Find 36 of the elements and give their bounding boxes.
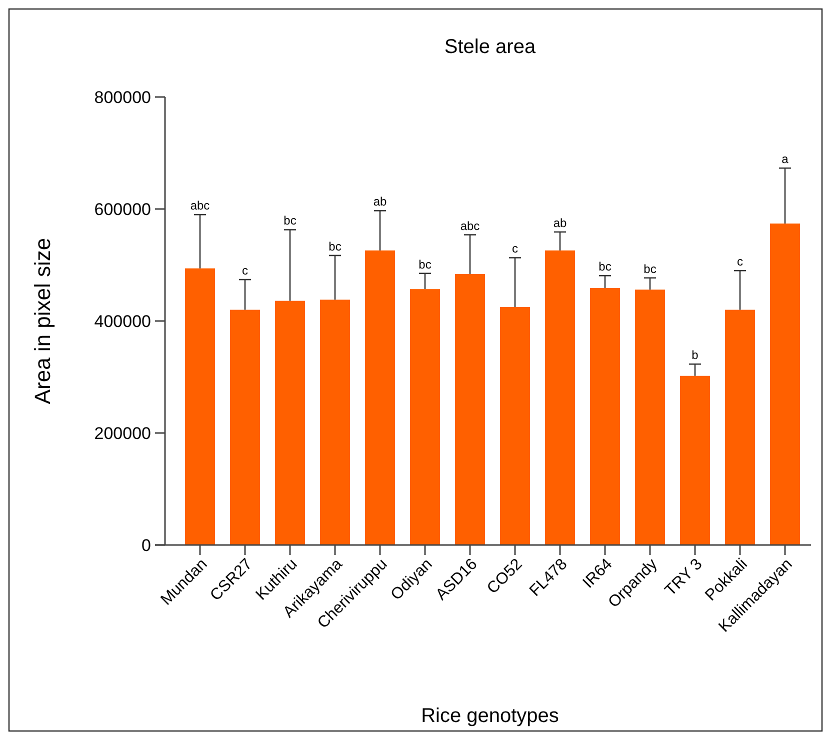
bar <box>365 250 395 545</box>
bar <box>230 310 260 545</box>
bar <box>275 300 305 545</box>
bar <box>545 250 575 545</box>
y-tick-label: 400000 <box>94 312 151 331</box>
annotation: ab <box>553 216 567 230</box>
bar <box>680 376 710 545</box>
annotation: bc <box>284 214 296 228</box>
bar <box>320 300 350 545</box>
y-tick-label: 0 <box>142 536 151 555</box>
annotation: abc <box>460 218 480 233</box>
annotation: c <box>242 264 248 278</box>
annotation: abc <box>190 198 210 213</box>
y-tick-label: 800000 <box>94 88 151 107</box>
annotation: bc <box>598 260 612 274</box>
annotation: a <box>782 152 789 166</box>
annotation: c <box>512 242 518 256</box>
bar <box>455 274 485 545</box>
bar <box>590 288 620 545</box>
annotation: ab <box>373 194 387 209</box>
bar <box>185 268 215 545</box>
bar <box>500 307 530 545</box>
y-tick-label: 200000 <box>94 424 151 443</box>
annotation: bc <box>418 257 432 272</box>
bar <box>725 310 755 545</box>
bar <box>410 289 440 545</box>
annotation: b <box>692 348 699 362</box>
annotation: bc <box>644 262 656 276</box>
x-axis-title: Rice genotypes <box>421 705 559 727</box>
bar <box>770 224 800 545</box>
annotation: c <box>737 254 743 269</box>
annotation: bc <box>328 239 342 254</box>
chart-title: Stele area <box>444 36 536 58</box>
y-axis-title: Area in pixel size <box>30 238 55 404</box>
bar <box>635 290 665 545</box>
y-tick-label: 600000 <box>94 200 151 219</box>
